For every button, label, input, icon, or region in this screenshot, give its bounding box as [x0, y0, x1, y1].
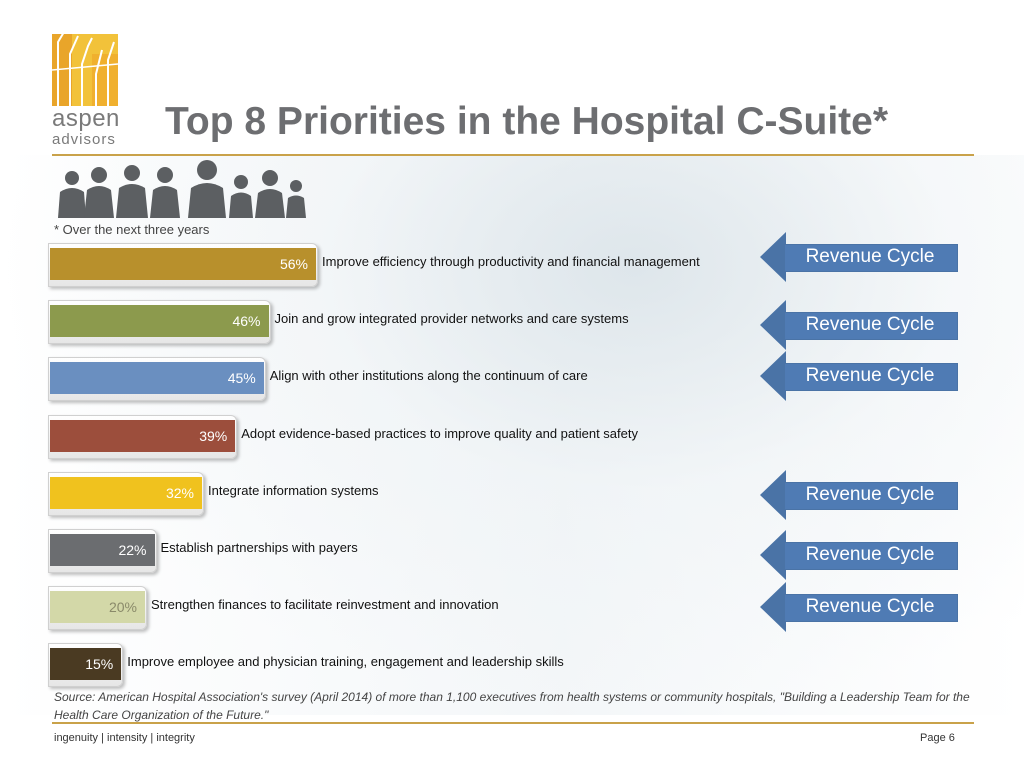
revenue-cycle-callout: Revenue Cycle: [760, 530, 958, 580]
revenue-cycle-callout: Revenue Cycle: [760, 470, 958, 520]
bar: [50, 591, 145, 623]
arrow-left-icon: [760, 530, 786, 580]
callout-label: Revenue Cycle: [805, 365, 935, 386]
page-number: Page 6: [920, 732, 955, 744]
footer-divider: [52, 722, 974, 724]
bar: [50, 534, 155, 566]
revenue-cycle-callout: Revenue Cycle: [760, 232, 958, 282]
bar-value-label: 32%: [165, 485, 194, 501]
header-divider: [52, 154, 974, 156]
bar: [50, 420, 236, 452]
callout-label: Revenue Cycle: [805, 544, 935, 565]
callout-box: [784, 363, 958, 391]
bar-category-label: Adopt evidence-based practices to improv…: [241, 426, 638, 441]
bar-category-label: Align with other institutions along the …: [269, 368, 588, 383]
footer-tagline: ingenuity | intensity | integrity: [54, 732, 195, 744]
logo-mark: [52, 31, 118, 106]
revenue-cycle-callout: Revenue Cycle: [760, 582, 958, 632]
bar-value-label: 46%: [232, 313, 261, 329]
bar-category-label: Establish partnerships with payers: [160, 540, 358, 555]
callout-box: [784, 594, 958, 622]
bar-value-label: 45%: [227, 370, 256, 386]
logo-text-aspen: aspen: [52, 105, 120, 132]
arrow-left-icon: [760, 470, 786, 520]
callout-label: Revenue Cycle: [805, 314, 935, 335]
callout-box: [784, 312, 958, 340]
bar-value-label: 39%: [199, 428, 228, 444]
bar: [50, 477, 202, 509]
bar: [50, 648, 122, 680]
executives-silhouette-icon: [58, 160, 306, 218]
bar-category-label: Integrate information systems: [208, 483, 379, 498]
callout-label: Revenue Cycle: [805, 246, 935, 267]
revenue-cycle-callout: Revenue Cycle: [760, 351, 958, 401]
chart-footnote: * Over the next three years: [54, 222, 210, 237]
logo-text-advisors: advisors: [52, 131, 116, 148]
bar-category-label: Strengthen finances to facilitate reinve…: [151, 597, 499, 612]
callout-box: [784, 482, 958, 510]
callout-box: [784, 542, 958, 570]
bar-category-label: Improve efficiency through productivity …: [322, 254, 700, 269]
arrow-left-icon: [760, 232, 786, 282]
revenue-cycle-callout: Revenue Cycle: [760, 300, 958, 350]
bar: [50, 362, 264, 394]
callout-label: Revenue Cycle: [805, 596, 935, 617]
bar-value-label: 20%: [108, 599, 137, 615]
callout-box: [784, 244, 958, 272]
bar-category-label: Improve employee and physician training,…: [127, 654, 564, 669]
arrow-left-icon: [760, 582, 786, 632]
bar: [50, 305, 269, 337]
arrow-left-icon: [760, 300, 786, 350]
aspen-advisors-logo: aspen advisors: [52, 24, 122, 147]
bar-value-label: 56%: [279, 256, 308, 272]
page-title: Top 8 Priorities in the Hospital C-Suite…: [165, 100, 889, 143]
bar: [50, 248, 316, 280]
bar-value-label: 22%: [118, 542, 147, 558]
bar-value-label: 15%: [85, 656, 114, 672]
arrow-left-icon: [760, 351, 786, 401]
source-citation: Source: American Hospital Association's …: [54, 690, 970, 722]
bar-category-label: Join and grow integrated provider networ…: [274, 311, 629, 326]
callout-label: Revenue Cycle: [805, 484, 935, 505]
